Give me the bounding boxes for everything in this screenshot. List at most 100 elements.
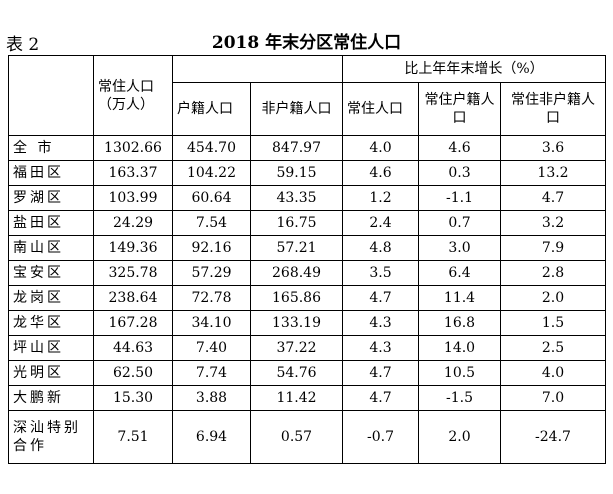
value-cell: 4.6 — [342, 160, 419, 186]
header-cell: 非户籍人口 — [250, 82, 343, 136]
value-cell: 0.57 — [250, 410, 343, 464]
value-cell: 60.64 — [172, 185, 251, 211]
value-cell: 11.4 — [418, 285, 501, 311]
table-label: 表 2 — [6, 35, 40, 55]
value-cell: 43.35 — [250, 185, 343, 211]
value-cell: 4.7 — [342, 385, 419, 411]
value-cell: 103.99 — [93, 185, 173, 211]
value-cell: 454.70 — [172, 135, 251, 161]
district-cell: 坪山区 — [8, 335, 94, 361]
value-cell: 238.64 — [93, 285, 173, 311]
value-cell: 2.8 — [500, 260, 606, 286]
value-cell: 11.42 — [250, 385, 343, 411]
header-cell: 常住户籍人口 — [418, 82, 501, 136]
value-cell: -1.1 — [418, 185, 501, 211]
value-cell: 7.9 — [500, 235, 606, 261]
table-title: 2018 年末分区常住人口 — [211, 33, 402, 53]
value-cell: 2.5 — [500, 335, 606, 361]
value-cell: 7.74 — [172, 360, 251, 386]
value-cell: 3.2 — [500, 210, 606, 236]
value-cell: 10.5 — [418, 360, 501, 386]
value-cell: 2.0 — [500, 285, 606, 311]
value-cell: 7.40 — [172, 335, 251, 361]
value-cell: 165.86 — [250, 285, 343, 311]
data-row: 宝安区 325.78 57.29 268.49 3.5 6.4 2.8 — [8, 260, 606, 286]
district-cell: 大鹏新 — [8, 385, 94, 411]
district-cell: 全 市 — [8, 135, 94, 161]
value-cell: 37.22 — [250, 335, 343, 361]
district-cell: 罗湖区 — [8, 185, 94, 211]
population-table: 常住人口（万人） 比上年年末增长（%） 户籍人口 非户籍人口 常住人口 常住户籍… — [8, 55, 606, 464]
district-cell: 盐田区 — [8, 210, 94, 236]
value-cell: 149.36 — [93, 235, 173, 261]
value-cell: -1.5 — [418, 385, 501, 411]
value-cell: 4.3 — [342, 335, 419, 361]
corner-cell — [8, 55, 94, 136]
value-cell: 167.28 — [93, 310, 173, 336]
value-cell: 34.10 — [172, 310, 251, 336]
value-cell: 4.0 — [500, 360, 606, 386]
header-cell — [172, 55, 343, 83]
value-cell: 59.15 — [250, 160, 343, 186]
header-cell: 常住人口 — [342, 82, 419, 136]
value-cell: 2.0 — [418, 410, 501, 464]
group-header: 比上年年末增长（%） — [342, 55, 606, 83]
value-cell: 133.19 — [250, 310, 343, 336]
data-row: 盐田区 24.29 7.54 16.75 2.4 0.7 3.2 — [8, 210, 606, 236]
value-cell: 847.97 — [250, 135, 343, 161]
value-cell: 4.3 — [342, 310, 419, 336]
value-cell: 163.37 — [93, 160, 173, 186]
value-cell: 0.3 — [418, 160, 501, 186]
value-cell: 3.0 — [418, 235, 501, 261]
value-cell: 7.54 — [172, 210, 251, 236]
district-cell: 龙岗区 — [8, 285, 94, 311]
value-cell: 57.29 — [172, 260, 251, 286]
data-row: 龙华区 167.28 34.10 133.19 4.3 16.8 1.5 — [8, 310, 606, 336]
value-cell: 92.16 — [172, 235, 251, 261]
value-cell: 3.88 — [172, 385, 251, 411]
data-row: 光明区 62.50 7.74 54.76 4.7 10.5 4.0 — [8, 360, 606, 386]
value-cell: 54.76 — [250, 360, 343, 386]
value-cell: 104.22 — [172, 160, 251, 186]
value-cell: 3.6 — [500, 135, 606, 161]
value-cell: 24.29 — [93, 210, 173, 236]
value-cell: 7.0 — [500, 385, 606, 411]
value-cell: 16.8 — [418, 310, 501, 336]
value-cell: -24.7 — [500, 410, 606, 464]
value-cell: 14.0 — [418, 335, 501, 361]
value-cell: 6.4 — [418, 260, 501, 286]
district-cell: 宝安区 — [8, 260, 94, 286]
data-row: 大鹏新 15.30 3.88 11.42 4.7 -1.5 7.0 — [8, 385, 606, 411]
data-row: 龙岗区 238.64 72.78 165.86 4.7 11.4 2.0 — [8, 285, 606, 311]
value-cell: 4.7 — [500, 185, 606, 211]
value-cell: 7.51 — [93, 410, 173, 464]
value-cell: 4.6 — [418, 135, 501, 161]
data-row: 罗湖区 103.99 60.64 43.35 1.2 -1.1 4.7 — [8, 185, 606, 211]
value-cell: 3.5 — [342, 260, 419, 286]
value-cell: 4.7 — [342, 285, 419, 311]
value-cell: 44.63 — [93, 335, 173, 361]
data-row: 深汕特别合作 7.51 6.94 0.57 -0.7 2.0 -24.7 — [8, 410, 606, 464]
district-cell: 深汕特别合作 — [8, 410, 94, 464]
header-cell: 常住人口（万人） — [93, 55, 173, 136]
value-cell: 13.2 — [500, 160, 606, 186]
value-cell: 72.78 — [172, 285, 251, 311]
value-cell: 4.8 — [342, 235, 419, 261]
value-cell: 16.75 — [250, 210, 343, 236]
header-row: 户籍人口 非户籍人口 常住人口 常住户籍人口 常住非户籍人口 — [9, 82, 606, 136]
district-cell: 光明区 — [8, 360, 94, 386]
data-row: 坪山区 44.63 7.40 37.22 4.3 14.0 2.5 — [8, 335, 606, 361]
district-cell: 福田区 — [8, 160, 94, 186]
value-cell: 0.7 — [418, 210, 501, 236]
value-cell: -0.7 — [342, 410, 419, 464]
data-row: 福田区 163.37 104.22 59.15 4.6 0.3 13.2 — [8, 160, 606, 186]
value-cell: 57.21 — [250, 235, 343, 261]
data-row: 南山区 149.36 92.16 57.21 4.8 3.0 7.9 — [8, 235, 606, 261]
data-row: 全 市 1302.66 454.70 847.97 4.0 4.6 3.6 — [8, 135, 606, 161]
value-cell: 1.2 — [342, 185, 419, 211]
value-cell: 1.5 — [500, 310, 606, 336]
value-cell: 2.4 — [342, 210, 419, 236]
value-cell: 4.0 — [342, 135, 419, 161]
value-cell: 4.7 — [342, 360, 419, 386]
